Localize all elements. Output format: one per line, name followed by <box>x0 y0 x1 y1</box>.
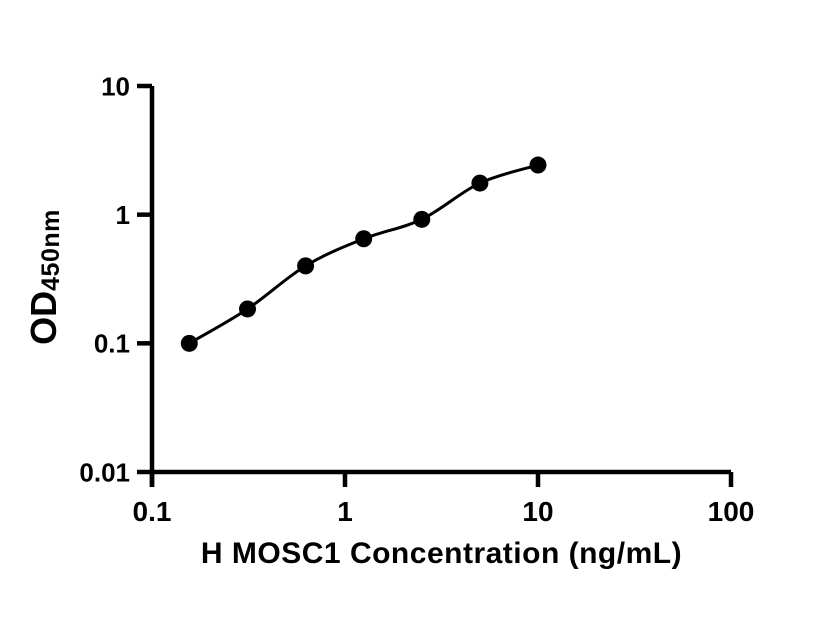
y-axis-label: OD 450nm <box>23 209 65 345</box>
x-tick-label: 0.1 <box>133 496 172 527</box>
data-point <box>529 156 547 174</box>
data-point <box>239 300 257 318</box>
x-tick-label: 100 <box>708 496 755 527</box>
x-tick-label: 1 <box>337 496 353 527</box>
x-tick-label: 10 <box>522 496 553 527</box>
y-tick-label: 0.1 <box>94 329 130 359</box>
y-axis-label-subscript: 450nm <box>37 209 65 291</box>
y-tick-label: 1 <box>116 200 130 230</box>
data-point <box>355 230 373 248</box>
fit-curve <box>188 163 539 345</box>
data-point <box>471 174 489 192</box>
y-tick-label: 10 <box>101 71 130 101</box>
y-axis-label-main: OD <box>23 290 64 345</box>
data-point <box>413 210 431 228</box>
x-axis-title: H MOSC1 Concentration (ng/mL) <box>200 537 683 570</box>
y-tick-label: 0.01 <box>79 457 130 487</box>
data-point <box>180 334 198 352</box>
data-point <box>297 257 315 275</box>
